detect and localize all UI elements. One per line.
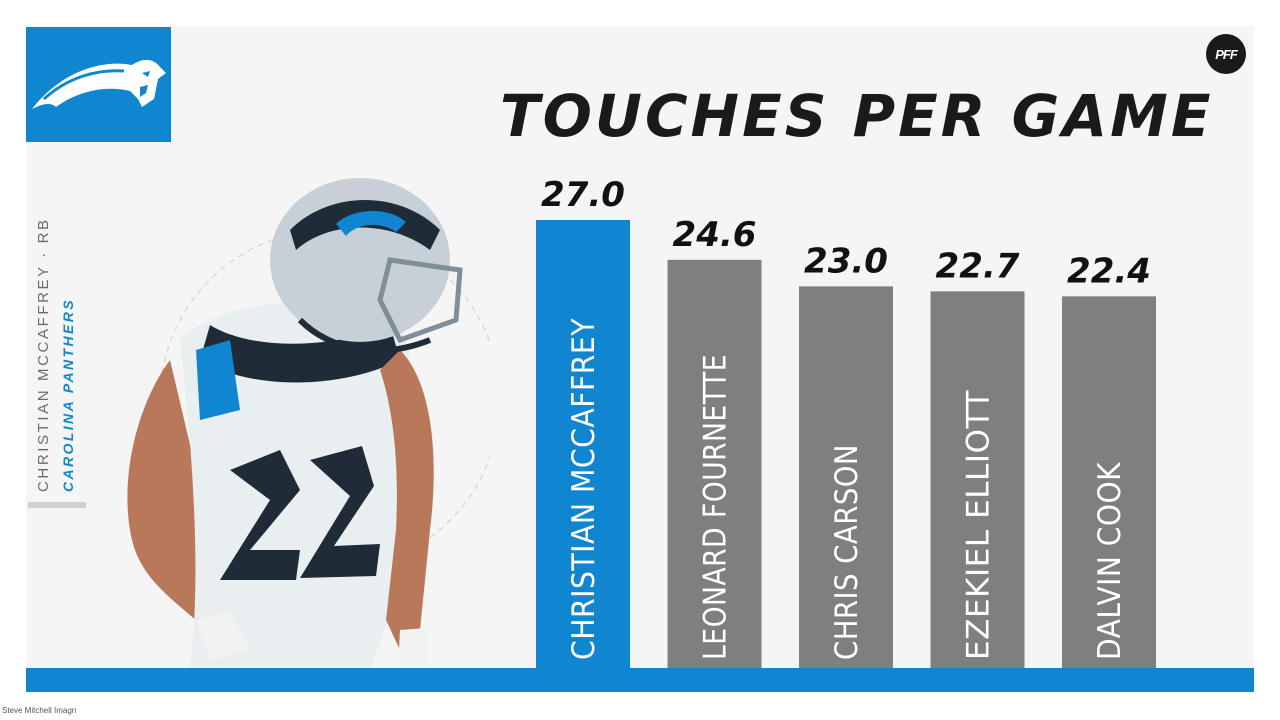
bar-christian-mccaffrey <box>536 220 630 668</box>
brand-badge-text: PFF <box>1215 46 1238 62</box>
bar-category-label: EZEKIEL ELLIOTT <box>961 389 997 660</box>
base-bar <box>26 668 1254 692</box>
side-divider <box>28 502 86 508</box>
bar-category-label: DALVIN COOK <box>1092 462 1128 660</box>
bar-value-label: 24.6 <box>673 215 757 255</box>
bar-chris-carson <box>799 286 893 668</box>
bar-value-label: 27.0 <box>541 175 625 215</box>
player-photo <box>127 178 490 668</box>
panther-head-logo-icon <box>32 59 166 109</box>
bar-ezekiel-elliott <box>930 291 1025 668</box>
bar-category-label: CHRIS CARSON <box>829 444 865 660</box>
bar-leonard-fournette <box>667 259 762 668</box>
photo-credit: Steve Mitchell Imagn <box>2 706 77 715</box>
bar-value-label: 23.0 <box>804 241 888 281</box>
chart-title: TOUCHES PER GAME <box>500 82 1214 150</box>
bar-value-label: 22.4 <box>1067 251 1151 291</box>
bar-category-label: CHRISTIAN MCCAFFREY <box>566 318 602 660</box>
bar-value-label: 22.7 <box>936 246 1020 286</box>
bar-category-label: LEONARD FOURNETTE <box>698 354 734 660</box>
pff-badge-icon: PFF <box>1206 34 1246 74</box>
bar-dalvin-cook <box>1062 296 1156 668</box>
team-logo <box>26 27 171 142</box>
